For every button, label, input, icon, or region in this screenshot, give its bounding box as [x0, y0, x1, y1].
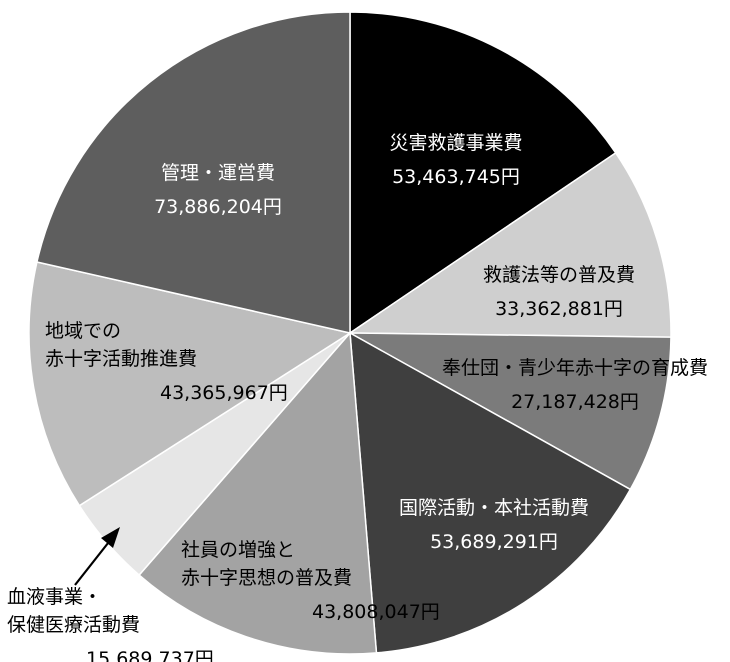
slice-label-group-4: 国際活動・本社活動費 53,689,291円: [399, 497, 589, 553]
slice-label-4-line-1: 国際活動・本社活動費: [399, 497, 589, 519]
slice-label-group-2: 救護法等の普及費 33,362,881円: [483, 264, 635, 320]
pie-slices: [28, 11, 672, 655]
slice-label-group-8: 管理・運営費 73,886,204円: [154, 162, 282, 218]
slice-value-8: 73,886,204円: [154, 196, 282, 218]
slice-value-3: 27,187,428円: [511, 391, 639, 413]
pie-slice-1: [349, 11, 617, 335]
pie-slice-3: [349, 332, 672, 491]
slice-label-5-line-2: 赤十字思想の普及費: [181, 567, 352, 589]
callout-arrow-line: [74, 537, 113, 586]
slice-value-7: 43,365,967円: [160, 382, 288, 404]
slice-value-1: 53,463,745円: [392, 166, 520, 188]
slice-value-6: 15,689,737円: [86, 648, 214, 662]
slice-label-6-line-1: 血液事業・: [7, 586, 102, 608]
callout-arrowhead: [101, 527, 120, 548]
slice-label-6-line-2: 保健医療活動費: [7, 614, 140, 636]
pie-slice-2: [347, 151, 672, 338]
pie-slice-8: [36, 11, 351, 334]
pie-slice-4: [349, 331, 632, 654]
pie-slice-5: [138, 331, 378, 655]
slice-label-2-line-1: 救護法等の普及費: [483, 264, 635, 286]
slice-label-group-6: 血液事業・保健医療活動費 15,689,737円: [7, 586, 214, 662]
slice-label-7-line-2: 赤十字活動推進費: [45, 348, 197, 370]
slice-label-1-line-1: 災害救護事業費: [389, 132, 522, 154]
slice-value-2: 33,362,881円: [495, 298, 623, 320]
slice-value-4: 53,689,291円: [430, 531, 558, 553]
slice-label-group-3: 奉仕団・青少年赤十字の育成費 27,187,428円: [442, 357, 708, 413]
slice-value-5: 43,808,047円: [312, 601, 440, 623]
slice-label-5-line-1: 社員の増強と: [181, 539, 295, 561]
slice-label-7-line-1: 地域での: [45, 320, 121, 342]
slice-label-3-line-1: 奉仕団・青少年赤十字の育成費: [442, 357, 708, 379]
slice-label-group-1: 災害救護事業費 53,463,745円: [389, 132, 522, 188]
pie-slice-7: [28, 261, 352, 507]
slice-label-8-line-1: 管理・運営費: [161, 162, 275, 184]
